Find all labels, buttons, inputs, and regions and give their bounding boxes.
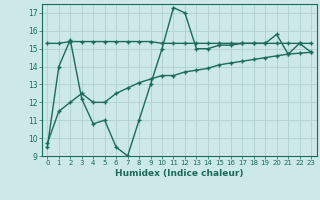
X-axis label: Humidex (Indice chaleur): Humidex (Indice chaleur) — [115, 169, 244, 178]
